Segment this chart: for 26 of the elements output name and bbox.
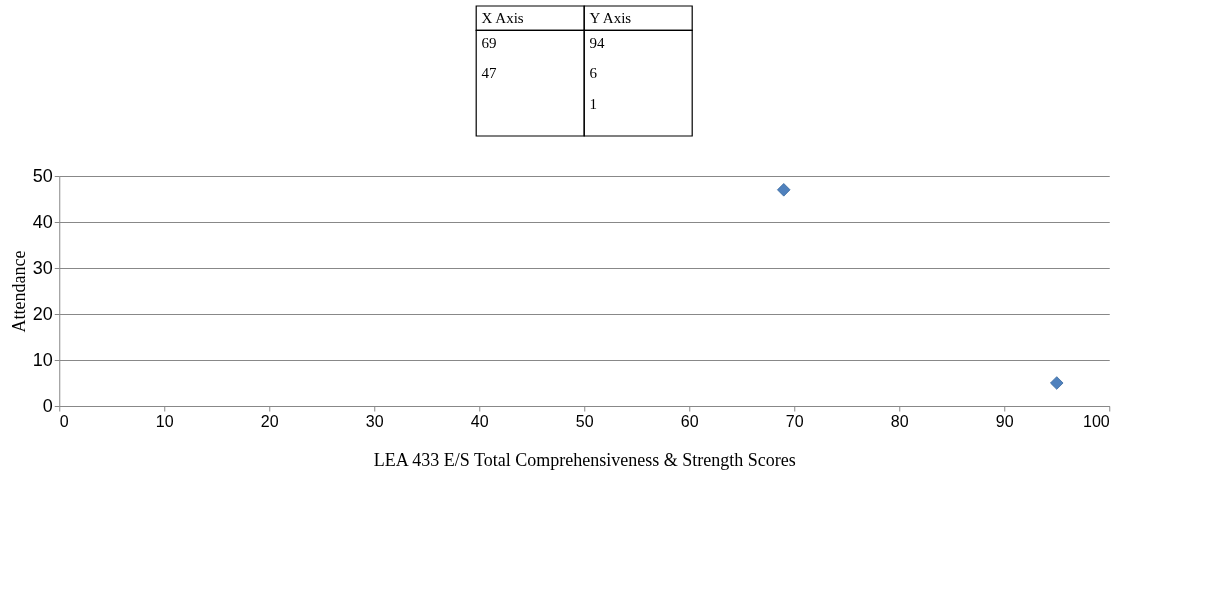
text: Y Axis xyxy=(589,9,632,26)
x-tick-label: 60 xyxy=(680,412,699,430)
x-tick-label: 20 xyxy=(260,412,279,430)
text: 47 xyxy=(481,65,498,82)
x-axis-title: LEA 433 E/S Total Comprehensiveness & Strength Scores xyxy=(373,449,796,470)
x-tick-label: 70 xyxy=(785,412,804,430)
text: 1 xyxy=(589,96,598,113)
y-axis-title: Attendance xyxy=(8,250,29,333)
y-tick-label: 0 xyxy=(42,395,53,416)
y-tick-label: 20 xyxy=(32,303,53,324)
text: X Axis xyxy=(481,9,524,26)
x-tick-label: 50 xyxy=(575,412,594,430)
text: 6 xyxy=(589,65,598,82)
y-tick-label: 10 xyxy=(32,349,53,370)
x-tick-label: 10 xyxy=(155,412,174,430)
y-tick-label: 40 xyxy=(32,211,53,232)
x-tick-label: 80 xyxy=(890,412,909,430)
x-tick-label: 90 xyxy=(995,412,1014,430)
y-tick-label: 30 xyxy=(32,257,53,278)
x-tick-label: 40 xyxy=(470,412,489,430)
x-tick-label: 0 xyxy=(59,412,69,430)
text: 69 xyxy=(481,34,497,51)
x-tick-label: 100 xyxy=(1083,412,1110,430)
text: 94 xyxy=(589,34,606,51)
x-tick-label: 30 xyxy=(365,412,384,430)
y-tick-label: 50 xyxy=(32,165,53,186)
